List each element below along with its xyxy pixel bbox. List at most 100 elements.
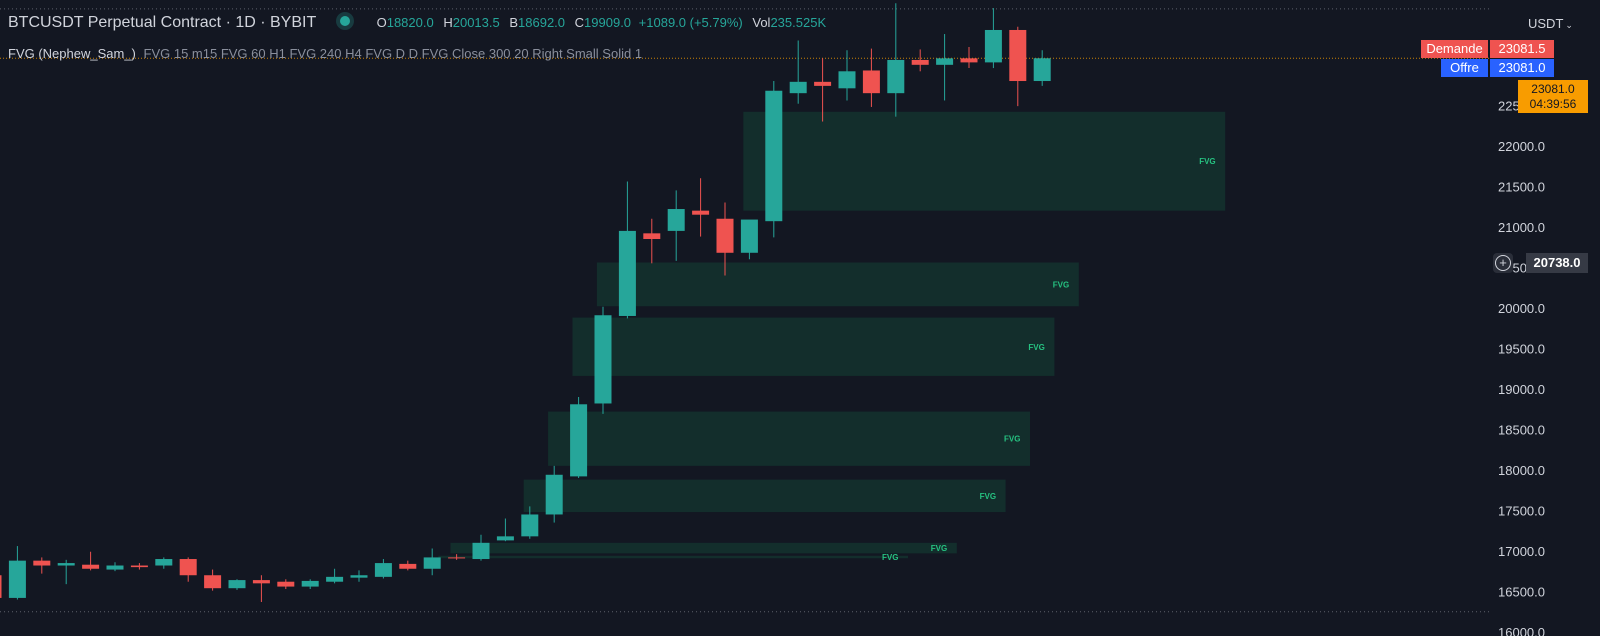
candle-down bbox=[130, 565, 148, 568]
fvg-label: FVG bbox=[882, 553, 898, 562]
add-alert-button[interactable]: + bbox=[1493, 253, 1513, 273]
candle-down bbox=[692, 210, 710, 215]
fvg-zones: FVG FVG FVG FVG FVG FVG FVG bbox=[438, 111, 1226, 562]
fvg-label: FVG bbox=[1053, 280, 1069, 289]
low-value: 18692.0 bbox=[518, 15, 566, 30]
price-tick-label: 17500.0 bbox=[1498, 503, 1545, 518]
price-tick-label: 18000.0 bbox=[1498, 463, 1545, 478]
candle-down bbox=[862, 70, 880, 94]
chevron-down-icon: ⌄ bbox=[1565, 20, 1573, 30]
candle-down bbox=[643, 233, 661, 240]
price-axis-ticks: 16000.0 16500.0 17000.0 17500.0 18000.0 18500… bbox=[1498, 98, 1545, 636]
volume-value: 235.525K bbox=[770, 15, 827, 30]
candle-up bbox=[789, 81, 807, 94]
fvg-zone bbox=[450, 542, 957, 554]
symbol-title[interactable]: BTCUSDT Perpetual Contract · 1D · BYBIT bbox=[8, 14, 317, 31]
candle-down bbox=[252, 580, 270, 584]
fvg-label: FVG bbox=[931, 544, 947, 553]
candle-down bbox=[82, 564, 100, 569]
candle-up bbox=[984, 29, 1002, 63]
candle-up bbox=[57, 563, 75, 566]
price-tick-label: 22000.0 bbox=[1498, 139, 1545, 154]
candle-up bbox=[618, 230, 636, 316]
ohlc-values: O18820.0 H20013.5 B18692.0 C19909.0 +108… bbox=[376, 15, 827, 30]
fvg-label: FVG bbox=[1028, 343, 1044, 352]
candle-up bbox=[1033, 58, 1051, 82]
candle-up bbox=[838, 71, 856, 89]
change-value: +1089.0 (+5.79%) bbox=[638, 15, 743, 30]
candle-up bbox=[155, 559, 173, 566]
indicator-legend[interactable]: FVG (Nephew_Sam_) FVG 15 m15 FVG 60 H1 F… bbox=[8, 46, 642, 61]
candle-up bbox=[301, 580, 319, 587]
candle-up bbox=[521, 514, 539, 537]
open-value: 18820.0 bbox=[386, 15, 434, 30]
candle-up bbox=[570, 404, 588, 477]
fvg-label: FVG bbox=[1004, 435, 1020, 444]
price-tick-label: 19000.0 bbox=[1498, 382, 1545, 397]
offer-label: Offre bbox=[1441, 59, 1488, 77]
candle-up bbox=[765, 90, 783, 222]
price-tick-label: 18500.0 bbox=[1498, 422, 1545, 437]
currency-selector[interactable]: USDT ⌄ bbox=[1528, 16, 1573, 31]
indicator-name[interactable]: FVG (Nephew_Sam_) bbox=[8, 46, 136, 61]
candle-down bbox=[716, 218, 734, 253]
candle-up bbox=[8, 560, 26, 598]
indicator-params: FVG 15 m15 FVG 60 H1 FVG 240 H4 FVG D D … bbox=[143, 46, 643, 61]
price-tick-label: 20000.0 bbox=[1498, 301, 1545, 316]
crosshair-price: 20738.0 bbox=[1526, 253, 1588, 273]
candle-up bbox=[106, 565, 124, 570]
high-value: 20013.5 bbox=[452, 15, 500, 30]
price-tick-label: 21000.0 bbox=[1498, 220, 1545, 235]
fvg-zone bbox=[438, 555, 908, 559]
candle-down bbox=[277, 581, 295, 587]
candle-down bbox=[399, 563, 417, 569]
price-tick-label: 16500.0 bbox=[1498, 584, 1545, 599]
price-tick-label: 19500.0 bbox=[1498, 341, 1545, 356]
candle-down bbox=[1009, 29, 1027, 82]
candles bbox=[0, 3, 1051, 602]
fvg-zone bbox=[596, 262, 1079, 307]
candle-up bbox=[545, 474, 563, 515]
candle-down bbox=[448, 557, 466, 559]
fvg-zone bbox=[548, 411, 1030, 466]
plus-icon: + bbox=[1495, 255, 1511, 271]
last-price: 23081.0 bbox=[1531, 82, 1575, 96]
candle-up bbox=[667, 209, 685, 231]
fvg-zone bbox=[523, 479, 1006, 513]
market-status-icon[interactable] bbox=[340, 16, 351, 27]
candle-up bbox=[350, 575, 368, 578]
candle-down bbox=[0, 575, 2, 598]
candle-up bbox=[326, 576, 344, 582]
close-value: 19909.0 bbox=[584, 15, 632, 30]
candle-up bbox=[423, 557, 441, 569]
candle-up bbox=[740, 219, 758, 253]
candle-down bbox=[814, 81, 832, 86]
fvg-zone bbox=[572, 317, 1055, 376]
candle-up bbox=[374, 563, 392, 577]
fvg-zone bbox=[743, 111, 1226, 211]
price-tick-label: 17000.0 bbox=[1498, 544, 1545, 559]
candle-up bbox=[936, 58, 954, 65]
demand-price: 23081.5 bbox=[1490, 40, 1554, 58]
symbol-legend: BTCUSDT Perpetual Contract · 1D · BYBIT … bbox=[8, 14, 826, 32]
candle-down bbox=[179, 559, 197, 576]
offer-price: 23081.0 bbox=[1490, 59, 1554, 77]
candle-up bbox=[594, 315, 612, 404]
candle-down bbox=[960, 58, 978, 63]
candle-up bbox=[496, 536, 514, 541]
last-price-tag: 23081.0 04:39:56 bbox=[1518, 80, 1588, 113]
demand-label: Demande bbox=[1421, 40, 1488, 58]
price-tick-label: 16000.0 bbox=[1498, 625, 1545, 636]
candle-down bbox=[911, 59, 929, 65]
candle-down bbox=[204, 575, 222, 589]
bar-countdown: 04:39:56 bbox=[1529, 97, 1577, 111]
candle-up bbox=[472, 542, 490, 560]
price-tick-label: 21500.0 bbox=[1498, 179, 1545, 194]
candle-down bbox=[33, 560, 51, 566]
candle-up bbox=[228, 580, 246, 589]
candle-up bbox=[887, 59, 905, 94]
guide-lines bbox=[0, 8, 1490, 613]
fvg-label: FVG bbox=[1199, 157, 1215, 166]
